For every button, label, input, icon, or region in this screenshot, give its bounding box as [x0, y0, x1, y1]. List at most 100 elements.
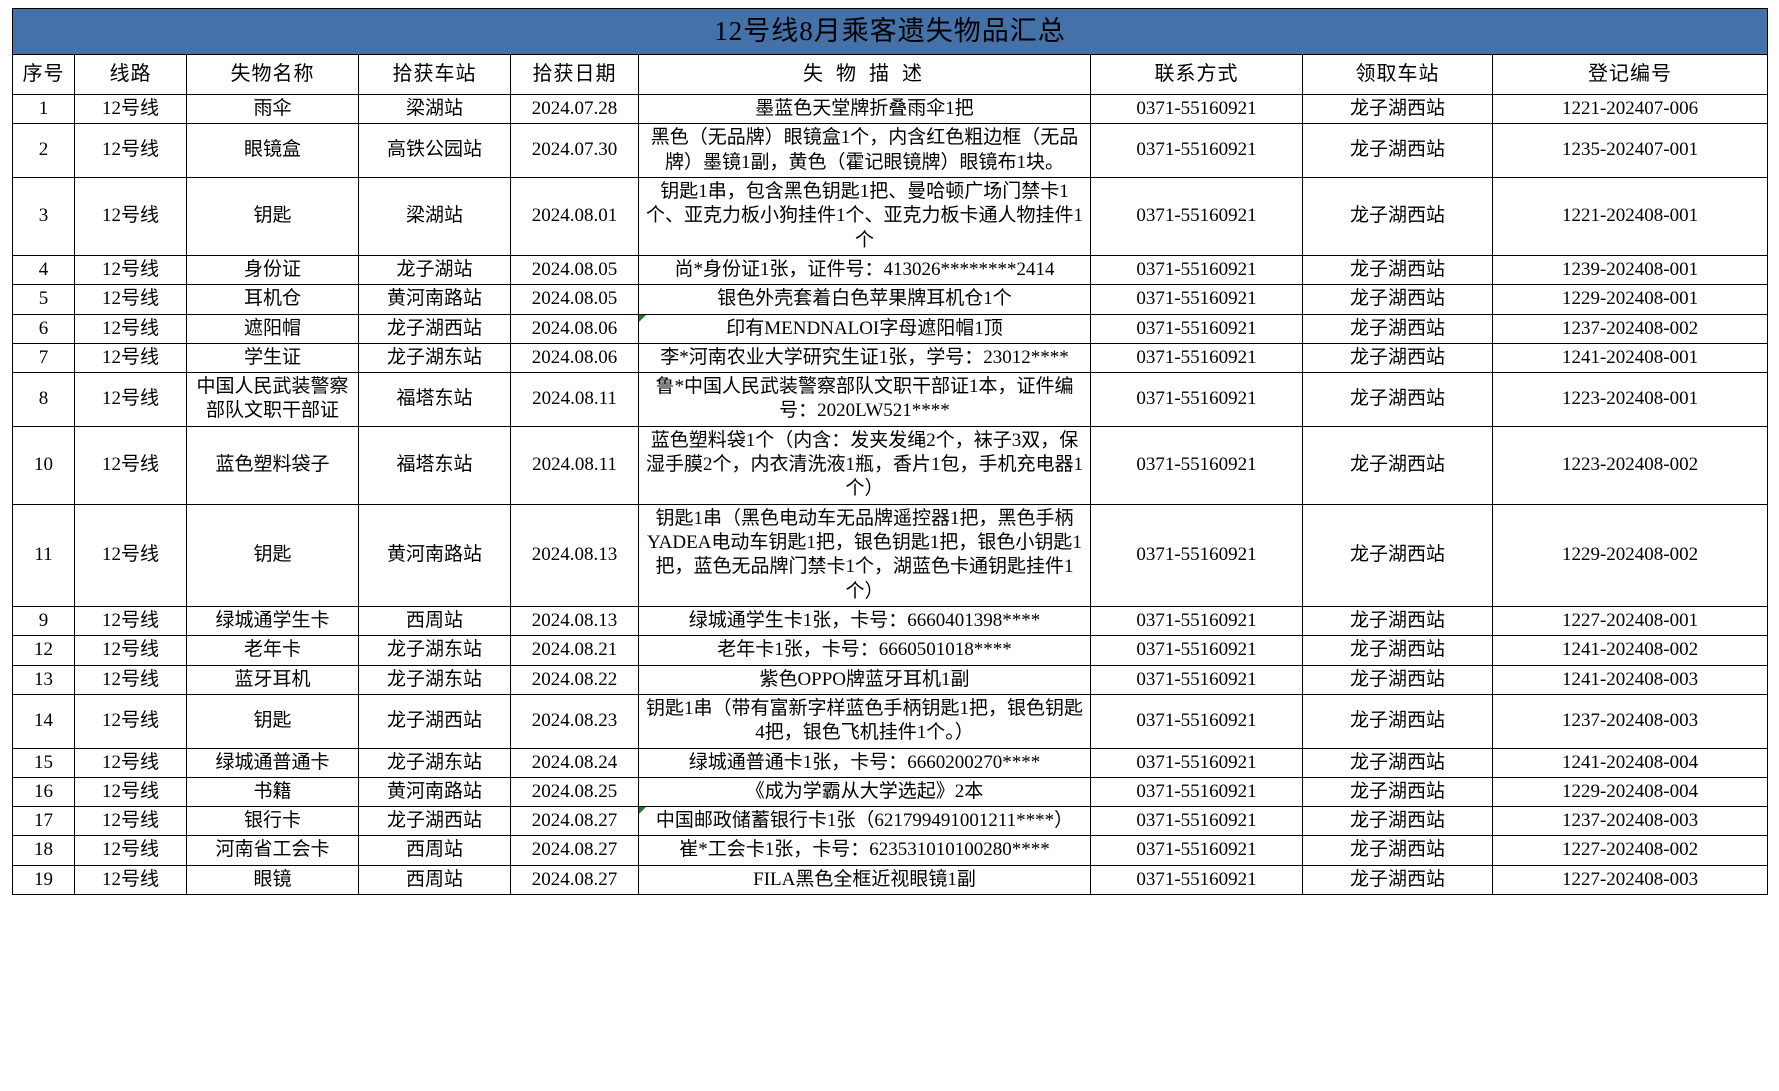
row-registration-no: 1221-202407-006: [1491, 93, 1769, 125]
row-line-text: 12号线: [101, 346, 159, 368]
row-item-name: 银行卡: [186, 806, 359, 837]
table-row: 8 12号线 中国人民武装警察部队文职干部证 福塔东站 2024.08.11 鲁*中国人民…: [12, 372, 1769, 427]
row-index: 9: [12, 605, 75, 637]
row-description-text: 崔*工会卡1张，卡号：623531010100280****: [679, 839, 1050, 861]
row-item-name: 耳机仓: [186, 284, 359, 315]
row-item-name-text: 学生证: [243, 346, 301, 368]
row-description-text: FILA黑色全框近视眼镜1副: [753, 868, 976, 890]
row-pickup-station-text: 龙子湖西站: [1349, 139, 1445, 161]
row-line-text: 12号线: [101, 317, 159, 339]
row-description: FILA黑色全框近视眼镜1副: [638, 864, 1091, 896]
row-index-text: 18: [34, 839, 53, 861]
row-item-name-text: 钥匙: [253, 544, 292, 566]
row-found-station: 高铁公园站: [358, 123, 511, 178]
row-description: 银色外壳套着白色苹果牌耳机仓1个: [638, 284, 1091, 315]
row-line-text: 12号线: [101, 639, 159, 661]
row-line-text: 12号线: [101, 810, 159, 832]
row-item-name: 蓝色塑料袋子: [186, 425, 359, 505]
row-contact: 0371-55160921: [1090, 93, 1303, 125]
row-item-name-text: 钥匙: [253, 205, 292, 227]
row-contact-text: 0371-55160921: [1136, 258, 1257, 280]
title-row: 12号线8月乘客遗失物品汇总: [11, 8, 1769, 55]
row-pickup-station-text: 龙子湖西站: [1349, 609, 1445, 631]
row-index-text: 11: [34, 544, 53, 566]
row-contact: 0371-55160921: [1090, 342, 1303, 374]
row-pickup-station: 龙子湖西站: [1302, 605, 1493, 637]
table-row: 10 12号线 蓝色塑料袋子 福塔东站 2024.08.11 蓝色塑料袋1个（内含：发夹发…: [12, 425, 1769, 505]
row-found-date-text: 2024.08.27: [531, 839, 618, 861]
row-description: 钥匙1串（黑色电动车无品牌遥控器1把，黑色手柄YADEA电动车钥匙1把，银色钥匙…: [638, 503, 1091, 607]
row-pickup-station: 龙子湖西站: [1302, 284, 1493, 315]
row-description: 绿城通学生卡1张，卡号：6660401398****: [638, 605, 1091, 637]
row-found-date-text: 2024.08.21: [531, 639, 618, 661]
row-found-station: 龙子湖东站: [358, 747, 511, 778]
row-index: 15: [12, 747, 75, 778]
row-item-name-text: 银行卡: [243, 810, 301, 832]
table-row: 18 12号线 河南省工会卡 西周站 2024.08.27 崔*工会卡1张，卡号：6235…: [12, 835, 1769, 866]
row-index-text: 9: [38, 609, 49, 631]
row-line: 12号线: [74, 342, 187, 374]
row-description-text: 蓝色塑料袋1个（内含：发夹发绳2个，袜子3双，保湿手膜2个，内衣清洗液1瓶，香片…: [645, 429, 1083, 500]
row-found-date-text: 2024.08.01: [531, 205, 618, 227]
row-found-station-text: 龙子湖西站: [386, 317, 482, 339]
row-description-text: 紫色OPPO牌蓝牙耳机1副: [759, 668, 970, 690]
row-found-date-text: 2024.08.05: [531, 288, 618, 310]
row-pickup-station: 龙子湖西站: [1302, 176, 1493, 256]
row-contact-text: 0371-55160921: [1136, 288, 1257, 310]
row-line: 12号线: [74, 635, 187, 666]
row-item-name-text: 钥匙: [253, 710, 292, 732]
row-item-name: 学生证: [186, 342, 359, 374]
row-found-station: 福塔东站: [358, 372, 511, 427]
column-header-description: 失 物 描 述: [638, 54, 1091, 95]
row-pickup-station-text: 龙子湖西站: [1349, 839, 1445, 861]
row-description: 紫色OPPO牌蓝牙耳机1副: [638, 664, 1091, 695]
row-description-text: 钥匙1串，包含黑色钥匙1把、曼哈顿广场门禁卡1个、亚克力板小狗挂件1个、亚克力板…: [645, 180, 1083, 251]
row-found-date: 2024.08.27: [510, 864, 639, 896]
row-line-text: 12号线: [101, 454, 159, 476]
row-index: 6: [12, 313, 75, 344]
row-line-text: 12号线: [101, 205, 159, 227]
row-pickup-station: 龙子湖西站: [1302, 123, 1493, 178]
row-index-text: 13: [34, 668, 53, 690]
table-row: 15 12号线 绿城通普通卡 龙子湖东站 2024.08.24 绿城通普通卡1张，卡号：6…: [12, 747, 1769, 778]
row-found-station: 黄河南路站: [358, 503, 511, 607]
row-found-date-text: 2024.07.30: [531, 139, 618, 161]
row-contact: 0371-55160921: [1090, 605, 1303, 637]
row-description-text: 中国邮政储蓄银行卡1张（621799491001211****）: [655, 810, 1074, 832]
row-found-station: 黄河南路站: [358, 776, 511, 808]
row-found-date: 2024.08.05: [510, 284, 639, 315]
row-line: 12号线: [74, 313, 187, 344]
row-found-date-text: 2024.08.25: [531, 780, 618, 802]
row-found-date: 2024.08.11: [510, 372, 639, 427]
row-registration-no-text: 1241-202408-001: [1561, 346, 1699, 368]
row-found-date-text: 2024.08.06: [531, 346, 618, 368]
row-contact: 0371-55160921: [1090, 425, 1303, 505]
row-found-station-text: 龙子湖东站: [386, 668, 482, 690]
column-header-registration-no: 登记编号: [1491, 54, 1769, 95]
row-item-name-text: 绿城通普通卡: [215, 751, 330, 773]
row-description: 钥匙1串，包含黑色钥匙1把、曼哈顿广场门禁卡1个、亚克力板小狗挂件1个、亚克力板…: [638, 176, 1091, 256]
column-header-item-name: 失物名称: [186, 54, 359, 95]
row-description: 绿城通普通卡1张，卡号：6660200270****: [638, 747, 1091, 778]
table-row: 13 12号线 蓝牙耳机 龙子湖东站 2024.08.22 紫色OPPO牌蓝牙耳机1副 03…: [12, 664, 1769, 695]
row-description: 尚*身份证1张，证件号：413026********2414: [638, 254, 1091, 286]
row-registration-no: 1229-202408-001: [1491, 284, 1769, 315]
row-found-station-text: 黄河南路站: [386, 288, 482, 310]
row-item-name-text: 眼镜: [253, 868, 292, 890]
row-description: 老年卡1张，卡号：6660501018****: [638, 635, 1091, 666]
row-line: 12号线: [74, 693, 187, 749]
row-index: 4: [12, 254, 75, 286]
row-found-station: 龙子湖西站: [358, 693, 511, 749]
row-pickup-station: 龙子湖西站: [1302, 693, 1493, 749]
row-line: 12号线: [74, 254, 187, 286]
row-contact-text: 0371-55160921: [1136, 609, 1257, 631]
row-contact-text: 0371-55160921: [1136, 810, 1257, 832]
row-index: 2: [12, 123, 75, 178]
row-pickup-station-text: 龙子湖西站: [1349, 388, 1445, 410]
row-item-name: 钥匙: [186, 176, 359, 256]
row-line-text: 12号线: [101, 288, 159, 310]
row-contact-text: 0371-55160921: [1136, 388, 1257, 410]
row-contact-text: 0371-55160921: [1136, 639, 1257, 661]
row-registration-no: 1235-202407-001: [1491, 123, 1769, 178]
row-line: 12号线: [74, 372, 187, 427]
